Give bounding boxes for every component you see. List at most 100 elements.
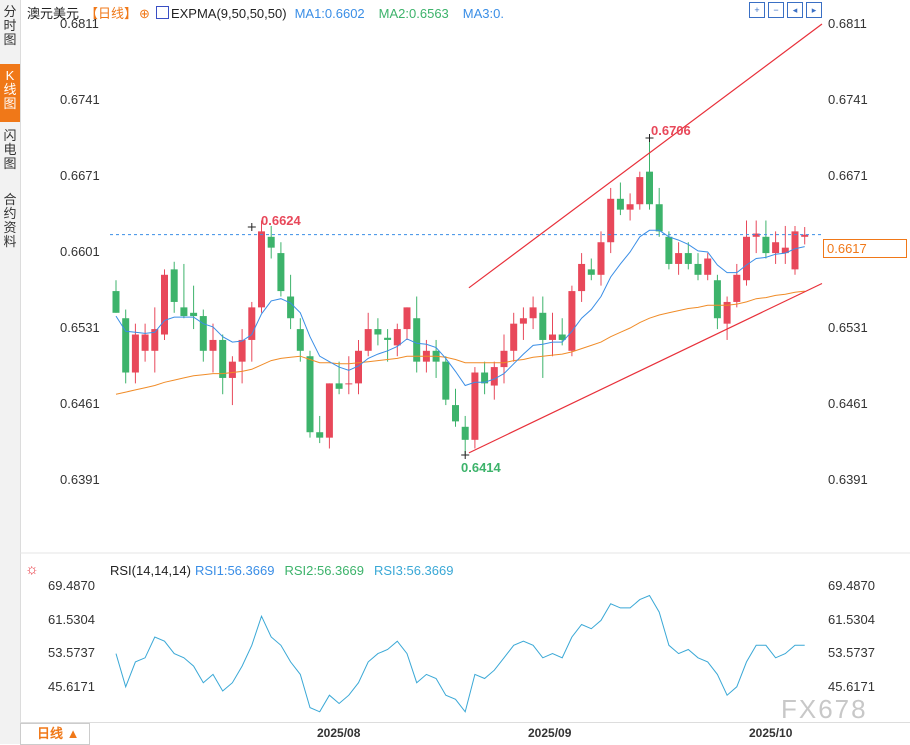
candle-body — [122, 318, 130, 373]
x-tick-label: 2025/10 — [749, 726, 793, 740]
toolbar: + − ◂ ▸ — [749, 2, 822, 18]
rsi-tick-label: 45.6171 — [828, 679, 875, 694]
candle-body — [161, 274, 168, 335]
candle-body — [481, 372, 489, 384]
left-tick-label: 0.6601 — [60, 244, 100, 259]
rsi-tick-label: 61.5304 — [48, 612, 95, 627]
high-annotation-1: 0.6624 — [261, 213, 302, 228]
period-label[interactable]: 【日线】 — [85, 6, 138, 21]
tab-timeshare[interactable]: 分时图 — [3, 4, 17, 47]
x-tick-label: 2025/08 — [317, 726, 361, 740]
rsi-tick-label: 45.6171 — [48, 679, 95, 694]
right-tick-label: 0.6671 — [828, 168, 868, 183]
candle-body — [510, 323, 518, 351]
candle-body — [607, 198, 615, 243]
candle-body — [355, 350, 362, 384]
bottom-bar: 日线 ▲ 2025/08 2025/09 2025/10 — [20, 722, 910, 745]
candle-body — [384, 337, 392, 340]
candle-body — [471, 372, 479, 440]
zoom-out-icon[interactable]: − — [768, 2, 784, 18]
tab-contract-info[interactable]: 合约资料 — [3, 192, 17, 249]
circle-plus-icon[interactable]: ⊕ — [139, 6, 150, 21]
candle-body — [539, 312, 547, 340]
candle-body — [258, 231, 265, 308]
candle-body — [626, 204, 634, 210]
candle-body — [219, 339, 227, 378]
candle-body — [413, 318, 421, 362]
step-back-icon[interactable]: ◂ — [787, 2, 803, 18]
indicator-label[interactable]: EXPMA(9,50,50,50) — [170, 6, 287, 21]
candle-body — [519, 318, 527, 324]
candle-body — [112, 291, 120, 313]
last-price-box: 0.6617 — [823, 239, 907, 258]
rsi3-value: RSI3:56.3669 — [373, 563, 454, 578]
sun-gear-icon[interactable]: ☼ — [25, 561, 39, 578]
ema-line-slow — [115, 290, 805, 395]
candle-body — [529, 307, 537, 319]
candle-body — [694, 263, 702, 275]
candle-body — [151, 329, 159, 351]
high-annotation-2: 0.6706 — [651, 123, 691, 138]
candle-body — [374, 329, 382, 335]
candle-body — [713, 280, 721, 319]
candle-body — [364, 329, 372, 351]
candle-body — [267, 236, 275, 248]
period-button[interactable]: 日线 ▲ — [20, 723, 90, 745]
candle-body — [248, 307, 256, 340]
tab-kline[interactable]: K线图 — [0, 64, 20, 122]
candle-body — [325, 383, 333, 438]
rsi-tick-label: 53.5737 — [828, 645, 875, 660]
candle-body — [587, 269, 595, 275]
rsi-tick-label: 69.4870 — [48, 578, 95, 593]
candle-body — [762, 236, 770, 254]
left-tick-label: 0.6671 — [60, 168, 100, 183]
candle-body — [655, 204, 663, 232]
rsi-tick-label: 61.5304 — [828, 612, 875, 627]
candle-body — [141, 334, 149, 351]
candle-body — [743, 236, 750, 281]
candle-body — [636, 177, 644, 205]
candle-body — [170, 269, 178, 302]
left-tick-label: 0.6391 — [60, 472, 100, 487]
rsi-tick-label: 69.4870 — [828, 578, 875, 593]
candle-body — [665, 236, 673, 264]
extreme-marker — [645, 134, 654, 142]
candle-body — [616, 198, 624, 210]
candle-body — [180, 307, 188, 317]
candle-body — [733, 274, 741, 302]
candle-body — [287, 296, 295, 319]
step-forward-icon[interactable]: ▸ — [806, 2, 822, 18]
candle-body — [403, 307, 411, 330]
extreme-marker — [461, 451, 470, 460]
ma1-value: MA1:0.6602 — [294, 6, 365, 21]
candle-body — [306, 356, 314, 433]
low-annotation: 0.6414 — [461, 460, 502, 475]
candle-body — [781, 247, 789, 254]
right-tick-label: 0.6391 — [828, 472, 868, 487]
left-tick-label: 0.6741 — [60, 92, 100, 107]
candle-body — [723, 301, 731, 324]
zoom-in-icon[interactable]: + — [749, 2, 765, 18]
candle-body — [209, 339, 217, 351]
candle-body — [131, 334, 139, 373]
right-tick-label: 0.6741 — [828, 92, 868, 107]
channel-upper-line — [468, 23, 823, 289]
right-tick-label: 0.6461 — [828, 396, 868, 411]
candle-body — [190, 312, 198, 317]
candle-body — [296, 329, 304, 351]
tab-flash[interactable]: 闪电图 — [3, 128, 17, 171]
candle-body — [549, 334, 556, 340]
candle-body — [461, 426, 469, 440]
candle-body — [675, 253, 683, 264]
chart-icon[interactable] — [155, 6, 169, 19]
candle-body — [335, 383, 343, 389]
ma2-value: MA2:0.6563 — [378, 6, 449, 21]
candle-body — [578, 263, 586, 292]
candle-body — [597, 242, 605, 275]
watermark: FX678 — [781, 694, 868, 724]
left-tick-label: 0.6811 — [60, 16, 99, 31]
rsi-title[interactable]: RSI(14,14,14) — [110, 563, 191, 578]
candle-body — [568, 291, 576, 351]
candle-body — [238, 339, 246, 362]
